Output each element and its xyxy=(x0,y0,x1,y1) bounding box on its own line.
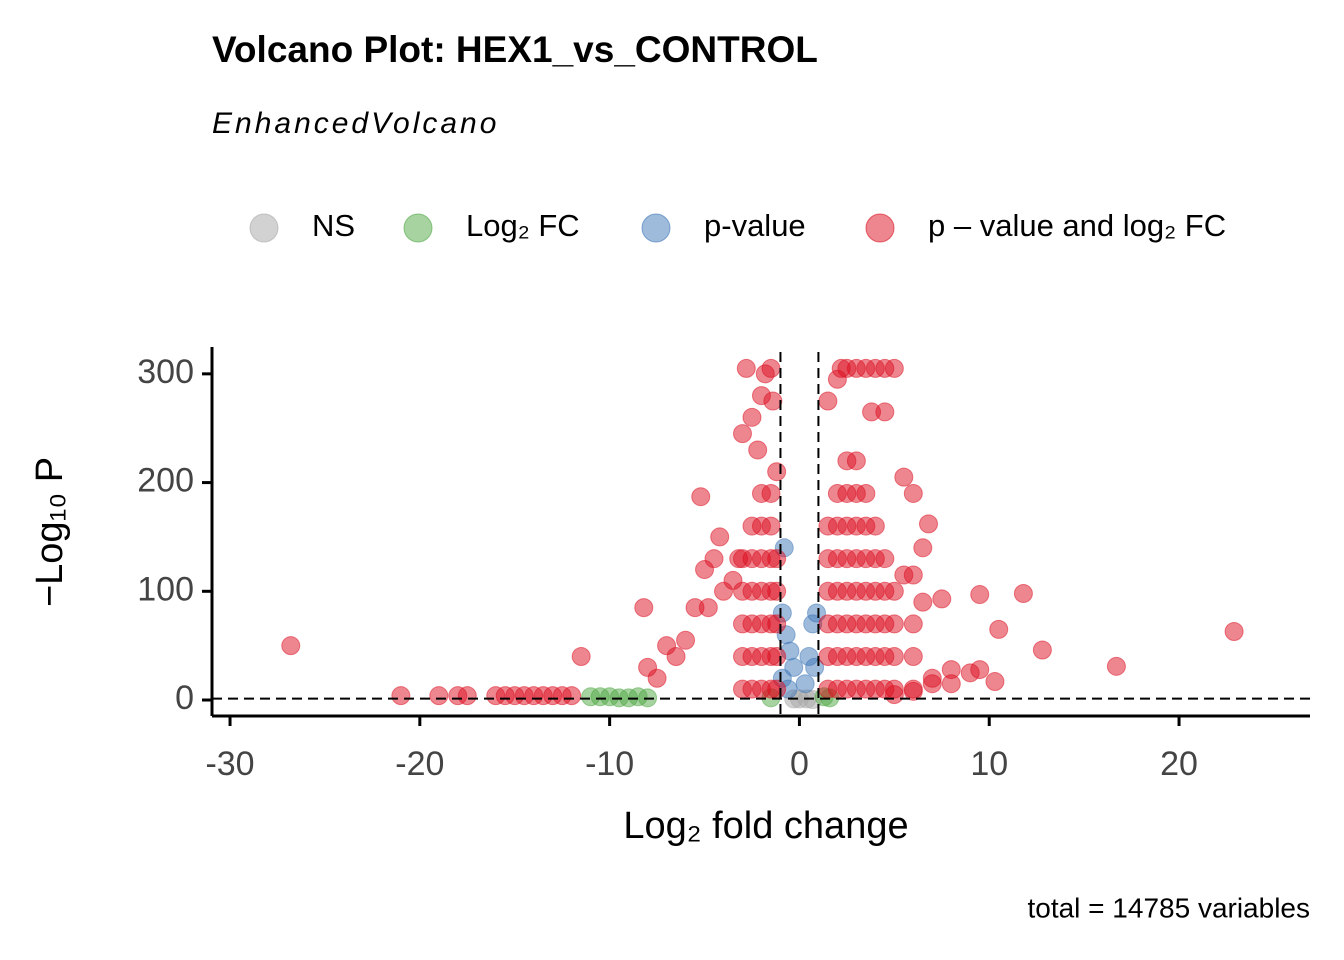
point xyxy=(875,549,895,569)
point xyxy=(989,619,1009,639)
legend-marker xyxy=(403,213,433,243)
point xyxy=(391,686,411,706)
point xyxy=(704,549,724,569)
legend-marker xyxy=(865,213,895,243)
point xyxy=(647,668,667,688)
point xyxy=(856,483,876,503)
y-tick-label: 100 xyxy=(137,570,194,608)
point xyxy=(894,467,914,487)
point xyxy=(742,407,762,427)
point xyxy=(970,585,990,605)
point xyxy=(913,538,933,558)
point xyxy=(429,686,449,706)
caption: total = 14785 variables xyxy=(1027,892,1310,923)
point xyxy=(767,679,787,699)
point xyxy=(281,636,301,656)
point xyxy=(884,614,904,634)
point xyxy=(457,686,477,706)
point xyxy=(903,614,923,634)
legend-marker xyxy=(641,213,671,243)
point xyxy=(748,440,768,460)
point xyxy=(875,402,895,422)
point xyxy=(1032,640,1052,660)
point xyxy=(846,451,866,471)
point xyxy=(818,391,838,411)
point xyxy=(941,674,961,694)
x-tick-label: 0 xyxy=(790,745,809,783)
point xyxy=(710,527,730,547)
point xyxy=(913,592,933,612)
point xyxy=(918,514,938,534)
point xyxy=(1224,622,1244,642)
point xyxy=(922,668,942,688)
legend-label: p-value xyxy=(704,208,806,243)
legend-label: Log₂ FC xyxy=(466,208,580,243)
point xyxy=(767,549,787,569)
point xyxy=(884,358,904,378)
point xyxy=(732,424,752,444)
x-tick-label: 10 xyxy=(970,745,1008,783)
point xyxy=(767,614,787,634)
y-tick-label: 200 xyxy=(137,462,194,500)
point xyxy=(903,565,923,585)
point xyxy=(795,674,815,694)
point xyxy=(903,647,923,667)
point xyxy=(884,679,904,699)
point xyxy=(1013,583,1033,603)
point xyxy=(767,462,787,482)
x-tick-label: -30 xyxy=(205,745,254,783)
point xyxy=(970,660,990,680)
y-axis-label: −Log₁₀ P xyxy=(29,457,71,607)
point xyxy=(676,630,696,650)
point xyxy=(767,647,787,667)
point xyxy=(763,391,783,411)
chart-subtitle: EnhancedVolcano xyxy=(212,107,499,140)
point xyxy=(865,516,885,536)
legend-marker xyxy=(249,213,279,243)
point xyxy=(634,598,654,618)
x-tick-label: 20 xyxy=(1160,745,1198,783)
point xyxy=(985,672,1005,692)
point xyxy=(884,581,904,601)
point xyxy=(562,686,582,706)
point xyxy=(767,581,787,601)
point xyxy=(903,483,923,503)
y-tick-label: 0 xyxy=(175,679,194,717)
point xyxy=(932,589,952,609)
x-tick-label: -10 xyxy=(585,745,634,783)
x-axis-label: Log₂ fold change xyxy=(623,805,908,847)
point xyxy=(736,358,756,378)
legend-label: NS xyxy=(312,208,355,243)
point xyxy=(691,487,711,507)
legend-label: p – value and log₂ FC xyxy=(928,208,1226,243)
x-tick-label: -20 xyxy=(395,745,444,783)
point xyxy=(761,358,781,378)
point xyxy=(571,647,591,667)
chart-title: Volcano Plot: HEX1_vs_CONTROL xyxy=(212,29,818,70)
point xyxy=(761,483,781,503)
point xyxy=(884,647,904,667)
y-tick-label: 300 xyxy=(137,353,194,391)
point xyxy=(666,647,686,667)
point xyxy=(698,598,718,618)
point xyxy=(1106,656,1126,676)
point xyxy=(761,516,781,536)
point xyxy=(903,679,923,699)
